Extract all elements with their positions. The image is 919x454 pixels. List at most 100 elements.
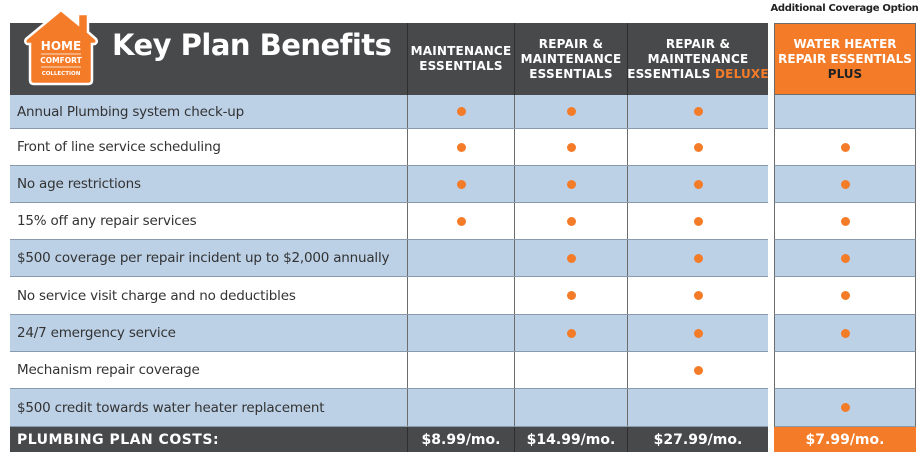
plan-name-line: ESSENTIALS	[419, 59, 503, 73]
included-dot-icon	[840, 403, 850, 412]
benefit-cell	[407, 315, 514, 351]
benefit-cell	[407, 203, 514, 239]
included-dot-icon	[693, 365, 703, 375]
included-dot-icon	[566, 291, 576, 300]
plan-name-line: REPAIR &	[538, 36, 604, 51]
benefit-cell	[407, 240, 514, 276]
benefit-cell-water-heater	[774, 352, 916, 389]
included-dot-icon	[566, 179, 576, 189]
benefit-label: Front of line service scheduling	[17, 139, 221, 155]
plan-name-line: WATER HEATER	[793, 36, 897, 51]
benefit-cell	[407, 129, 514, 165]
included-dot-icon	[566, 253, 576, 263]
home-comfort-collection-logo: HOME COMFORT COLLECTION	[23, 8, 99, 86]
included-dot-icon	[840, 253, 850, 263]
benefit-row: $500 credit towards water heater replace…	[10, 389, 768, 427]
benefit-cell	[407, 95, 514, 128]
cost-repair-maintenance: $14.99/mo.	[514, 427, 627, 452]
benefit-row: 15% off any repair services	[10, 203, 768, 240]
benefit-label: No age restrictions	[17, 176, 141, 192]
benefit-cell	[514, 315, 627, 351]
benefit-row: Front of line service scheduling	[10, 129, 768, 166]
included-dot-icon	[840, 142, 850, 152]
included-dot-icon	[840, 216, 850, 226]
included-dot-icon	[456, 142, 466, 152]
benefit-row: Mechanism repair coverage	[10, 352, 768, 389]
benefit-row: No age restrictions	[10, 166, 768, 203]
included-dot-icon	[566, 142, 576, 152]
included-dot-icon	[693, 253, 703, 263]
included-dot-icon	[693, 107, 703, 116]
page-title: Key Plan Benefits	[112, 28, 392, 62]
plan-header-water-heater: WATER HEATER REPAIR ESSENTIALS PLUS	[774, 23, 916, 95]
included-dot-icon	[693, 216, 703, 226]
included-dot-icon	[693, 328, 703, 338]
benefit-cell	[627, 129, 768, 165]
included-dot-icon	[693, 142, 703, 152]
cost-maintenance: $8.99/mo.	[407, 427, 514, 452]
benefit-label: No service visit charge and no deductibl…	[17, 287, 296, 304]
benefit-cell	[627, 389, 768, 426]
plan-header-repair-maintenance: REPAIR & MAINTENANCE ESSENTIALS	[514, 23, 627, 95]
plan-name-line: MAINTENANCE	[410, 44, 512, 58]
benefit-cell	[514, 95, 627, 128]
included-dot-icon	[693, 291, 703, 300]
benefit-row: No service visit charge and no deductibl…	[10, 277, 768, 315]
cost-water-heater: $7.99/mo.	[774, 427, 916, 452]
benefit-label: 15% off any repair services	[17, 213, 197, 229]
benefit-cell	[627, 166, 768, 202]
benefit-cell	[514, 240, 627, 276]
benefit-label: 24/7 emergency service	[17, 325, 176, 341]
included-dot-icon	[456, 179, 466, 189]
plan-costs-row: PLUMBING PLAN COSTS: $8.99/mo. $14.99/mo…	[10, 427, 768, 452]
benefit-cell	[514, 352, 627, 388]
plan-name-line: MAINTENANCE	[520, 51, 622, 66]
included-dot-icon	[566, 216, 576, 226]
plan-name-line: REPAIR ESSENTIALS	[778, 51, 912, 66]
benefit-cell	[627, 203, 768, 239]
benefit-cell	[627, 277, 768, 314]
benefit-cell	[407, 277, 514, 314]
benefit-cell	[407, 389, 514, 426]
benefit-label: $500 coverage per repair incident up to …	[17, 250, 390, 266]
plan-header-maintenance: MAINTENANCE ESSENTIALS	[407, 23, 514, 95]
plan-name-plus: PLUS	[827, 66, 863, 81]
included-dot-icon	[840, 291, 850, 300]
benefit-cell	[627, 95, 768, 128]
benefit-cell	[407, 166, 514, 202]
included-dot-icon	[693, 179, 703, 189]
benefit-row: $500 coverage per repair incident up to …	[10, 240, 768, 277]
benefit-cell-water-heater	[774, 315, 916, 352]
benefit-cell	[627, 315, 768, 351]
logo-text: HOME	[41, 39, 81, 53]
logo-text: COMFORT	[40, 56, 82, 65]
benefit-label: Mechanism repair coverage	[17, 362, 200, 378]
plan-name-line: ESSENTIALS	[529, 66, 613, 81]
benefit-cell-water-heater	[774, 129, 916, 166]
included-dot-icon	[456, 107, 466, 116]
benefit-cell	[514, 203, 627, 239]
included-dot-icon	[456, 216, 466, 226]
benefit-cell-water-heater	[774, 95, 916, 129]
benefit-cell-water-heater	[774, 166, 916, 203]
plan-costs-label: PLUMBING PLAN COSTS:	[17, 431, 220, 448]
included-dot-icon	[840, 179, 850, 189]
benefit-cell	[514, 389, 627, 426]
benefit-label: $500 credit towards water heater replace…	[17, 399, 325, 416]
plan-name-line: REPAIR &	[665, 36, 731, 51]
plan-name-line: MAINTENANCE	[647, 51, 749, 66]
benefit-cell-water-heater	[774, 277, 916, 315]
benefit-cell	[514, 166, 627, 202]
additional-coverage-label: Additional Coverage Option	[770, 3, 919, 14]
benefit-row: Annual Plumbing system check-up	[10, 95, 768, 129]
benefit-cell	[627, 352, 768, 388]
benefit-label: Annual Plumbing system check-up	[17, 103, 244, 120]
benefit-row: 24/7 emergency service	[10, 315, 768, 352]
benefit-cell-water-heater	[774, 240, 916, 277]
table-header: MAINTENANCE ESSENTIALS REPAIR & MAINTENANC…	[10, 23, 769, 95]
plan-name-line: ESSENTIALS	[627, 66, 716, 81]
benefit-cell-water-heater	[774, 389, 916, 427]
included-dot-icon	[566, 328, 576, 338]
cost-deluxe: $27.99/mo.	[627, 427, 768, 452]
included-dot-icon	[566, 107, 576, 116]
